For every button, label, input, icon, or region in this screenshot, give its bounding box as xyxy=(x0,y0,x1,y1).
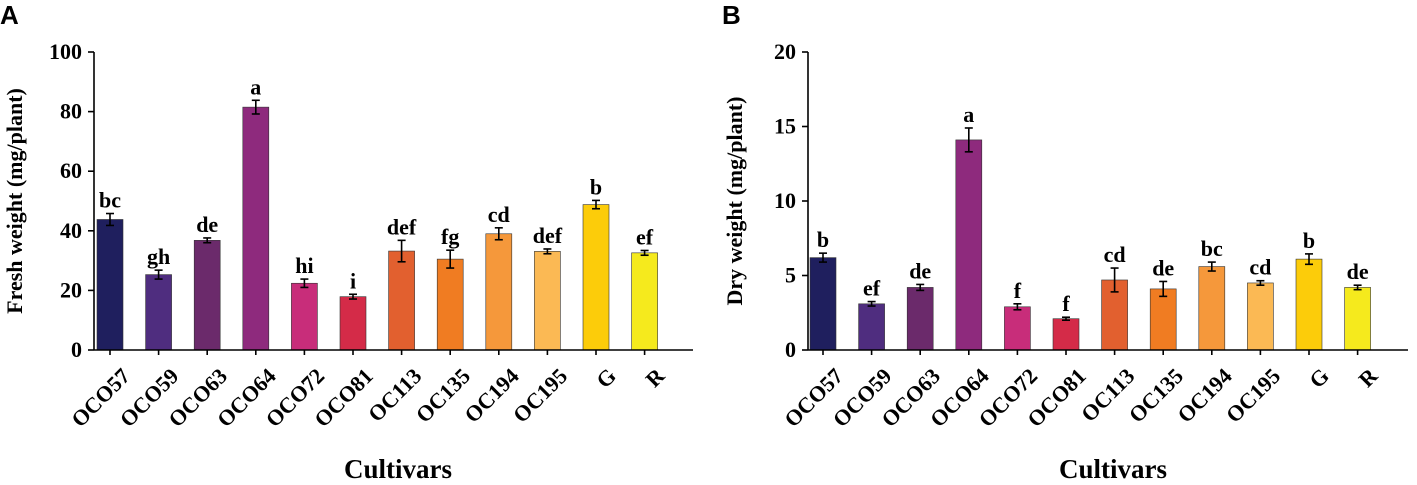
panel-b-category-label-10: G xyxy=(1304,363,1334,393)
panel-a-category-label-10: G xyxy=(591,363,621,393)
panel-a-significance-label-9: def xyxy=(533,223,563,248)
panel-b-y-tick-label-4: 20 xyxy=(774,39,796,64)
panel-a-bar-oco57 xyxy=(96,219,124,351)
panel-a-category-label-9: OC195 xyxy=(508,363,572,427)
panel-b-significance-label-9: cd xyxy=(1249,255,1271,280)
panel-a-y-tick-label-0: 0 xyxy=(71,337,82,362)
panel-a-significance-label-3: a xyxy=(250,74,261,99)
panel-a-y-tick-label-2: 40 xyxy=(60,218,82,243)
panel-a-significance-label-7: fg xyxy=(441,224,459,249)
panel-b-bar-oc135 xyxy=(1149,288,1177,351)
panel-a-bar-g xyxy=(582,204,610,351)
panel-b-bar-oco63 xyxy=(906,287,934,351)
panel-b-y-tick-label-0: 0 xyxy=(785,337,796,362)
panel-b-significance-label-6: cd xyxy=(1104,242,1126,267)
panel-a-significance-label-2: de xyxy=(196,212,218,237)
panel-a-significance-label-10: b xyxy=(590,174,602,199)
panel-b-significance-label-8: bc xyxy=(1201,236,1223,261)
panel-b-y-tick-label-3: 15 xyxy=(774,114,796,139)
panel-b-y-tick-label-1: 5 xyxy=(785,263,796,288)
panel-a-significance-label-0: bc xyxy=(99,188,121,213)
panel-b-category-label-7: OC135 xyxy=(1124,363,1188,427)
panel-b-category-label-11: R xyxy=(1354,362,1384,392)
panel-a-bar-oc194 xyxy=(485,233,513,351)
panel-b-significance-label-7: de xyxy=(1152,255,1174,280)
panel-b-significance-label-1: ef xyxy=(863,276,881,301)
panel-b-y-axis-title: Dry weight (mg/plant) xyxy=(722,97,747,306)
panel-a-bar-oco64 xyxy=(242,106,270,351)
panel-b-category-label-9: OC195 xyxy=(1221,363,1285,427)
panel-a-bar-oc113 xyxy=(388,250,415,351)
panel-a-y-tick-label-4: 80 xyxy=(60,99,82,124)
panel-b-bar-oc194 xyxy=(1198,266,1226,351)
panel-b-x-axis-title: Cultivars xyxy=(1059,454,1167,484)
panel-b-significance-label-4: f xyxy=(1014,278,1022,303)
panel-a-fresh-weight-chart: AbcOCO57ghOCO59deOCO63aOCO64hiOCO72iOCO8… xyxy=(0,0,693,484)
panel-a-letter: A xyxy=(0,0,19,30)
panel-b-category-label-8: OC194 xyxy=(1172,363,1236,427)
panel-a-category-label-8: OC194 xyxy=(459,363,523,427)
panel-b-bar-oco59 xyxy=(858,303,885,351)
panel-a-bar-oco72 xyxy=(291,282,318,351)
panel-b-letter: B xyxy=(722,0,741,30)
panel-b-significance-label-3: a xyxy=(963,102,974,127)
panel-b-significance-label-11: de xyxy=(1347,259,1369,284)
panel-b-significance-label-2: de xyxy=(909,258,931,283)
panel-a-y-tick-label-1: 20 xyxy=(60,277,82,302)
panel-b-bar-oco72 xyxy=(1004,306,1031,351)
panel-a-category-label-11: R xyxy=(641,362,671,392)
panel-b-significance-label-5: f xyxy=(1062,291,1070,316)
panel-a-x-axis-title: Cultivars xyxy=(344,454,452,484)
panel-a-y-tick-label-3: 60 xyxy=(60,158,82,183)
panel-a-category-label-7: OC135 xyxy=(411,363,475,427)
panel-a-bar-r xyxy=(631,252,658,351)
panel-a-bar-oc135 xyxy=(436,258,464,351)
panel-a-bar-oc195 xyxy=(534,251,561,351)
panel-b-bar-oco81 xyxy=(1052,318,1080,351)
panel-a-significance-label-5: i xyxy=(350,268,356,293)
panel-a-y-axis-title: Fresh weight (mg/plant) xyxy=(2,88,27,314)
panel-a-significance-label-1: gh xyxy=(147,244,170,269)
panel-b-y-tick-label-2: 10 xyxy=(774,188,796,213)
panel-b-significance-label-10: b xyxy=(1303,228,1315,253)
panel-a-significance-label-4: hi xyxy=(295,253,313,278)
panel-b-bar-r xyxy=(1344,287,1371,351)
panel-a-significance-label-6: def xyxy=(387,214,417,239)
panel-a-significance-label-11: ef xyxy=(636,224,654,249)
panel-b-significance-label-0: b xyxy=(817,227,829,252)
panel-b-bar-oco64 xyxy=(955,139,983,351)
panel-b-dry-weight-chart: BbOCO57efOCO59deOCO63aOCO64fOCO72fOCO81c… xyxy=(722,0,1408,484)
panel-a-y-tick-label-5: 100 xyxy=(49,39,82,64)
panel-a-bar-oco59 xyxy=(145,274,172,351)
panel-a-bar-oco81 xyxy=(339,296,367,351)
panel-a-significance-label-8: cd xyxy=(488,202,510,227)
panel-b-bar-oc195 xyxy=(1247,282,1274,351)
panel-b-bar-oco57 xyxy=(809,257,837,351)
panel-a-bar-oco63 xyxy=(193,240,221,351)
panel-b-bar-g xyxy=(1295,258,1323,351)
